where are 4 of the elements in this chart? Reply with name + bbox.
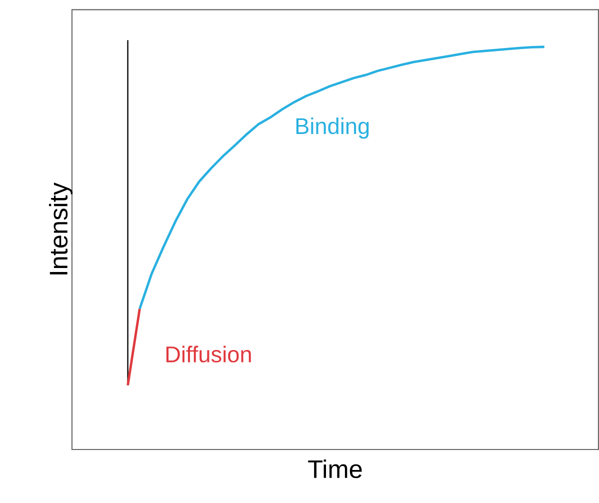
series-label: Diffusion [166,346,251,363]
x-axis-title: Time [308,460,362,478]
y-axis-title: Intensity [48,182,73,274]
series-label: Binding [296,118,369,139]
